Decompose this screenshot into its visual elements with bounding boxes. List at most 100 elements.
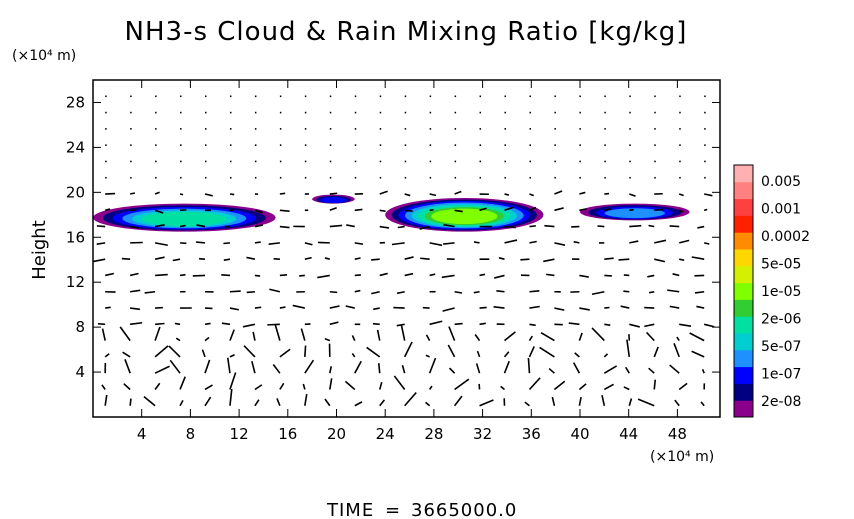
wind-vector (528, 335, 533, 342)
x-axis: 4 8 12 16 20 24 28 32 36 40 44 48 (137, 80, 687, 443)
x-tick-label: 36 (522, 425, 541, 443)
colorbar-label: 2e-06 (761, 312, 801, 328)
wind-vector (154, 224, 165, 228)
wind-vector (372, 322, 380, 326)
wind-vector (703, 323, 715, 328)
wind-vector (204, 396, 212, 407)
wind-vector (329, 378, 333, 390)
wind-vector (678, 193, 684, 197)
wind-vector (144, 290, 156, 294)
wind-vector (628, 398, 633, 406)
x-tick-label: 4 (137, 425, 147, 443)
wind-vector (441, 274, 455, 279)
wind-vector (329, 224, 343, 228)
wind-vector (454, 290, 463, 294)
x-tick-label: 20 (327, 425, 346, 443)
wind-vector (373, 307, 380, 311)
wind-vector (204, 384, 213, 391)
cloud-region-3-layer (604, 208, 665, 219)
colorbar-swatch (734, 383, 753, 401)
wind-vector (154, 382, 161, 390)
wind-vector (429, 320, 443, 326)
wind-vector (304, 345, 307, 357)
wind-vector (324, 257, 330, 260)
wind-vector (154, 256, 165, 260)
wind-vector (254, 384, 263, 391)
wind-vector (400, 324, 406, 341)
wind-vector (604, 257, 614, 260)
colorbar-swatch (734, 165, 753, 183)
wind-vector (172, 258, 181, 262)
wind-vector (130, 289, 141, 293)
wind-vector (454, 190, 462, 195)
wind-vector (179, 224, 186, 228)
wind-vector (623, 290, 630, 293)
y-axis-label: Height (29, 220, 50, 280)
wind-vector (304, 256, 312, 260)
wind-vector (597, 225, 605, 228)
wind-vector (568, 322, 580, 326)
wind-vector (104, 272, 115, 277)
wind-vector (503, 351, 510, 358)
wind-vector (379, 190, 388, 195)
wind-vector (251, 360, 256, 374)
wind-vector (254, 399, 260, 407)
wind-vector (429, 208, 434, 212)
wind-vector (448, 367, 456, 374)
wind-vector (428, 357, 437, 374)
x-tick-label: 16 (278, 425, 297, 443)
wind-vector (548, 367, 555, 374)
y-tick-label: 16 (66, 228, 85, 246)
y-axis: 4 8 12 16 20 24 28 (66, 93, 720, 381)
wind-vector (443, 223, 455, 228)
wind-vector (104, 208, 111, 212)
wind-vector (425, 334, 431, 341)
wind-vector (420, 257, 430, 260)
wind-vector (272, 364, 281, 374)
wind-vector (479, 306, 487, 309)
wind-vector (329, 321, 339, 326)
wind-vector (694, 290, 705, 294)
colorbar-label: 5e-07 (761, 339, 801, 355)
colorbar-swatch (734, 299, 753, 317)
wind-vector (346, 224, 355, 228)
wind-vector (204, 336, 210, 342)
wind-vector (429, 193, 437, 197)
wind-vector (119, 326, 131, 342)
wind-vector (647, 274, 655, 278)
x-tick-label: 48 (668, 425, 687, 443)
wind-vector (279, 274, 288, 277)
wind-vector (329, 305, 340, 309)
wind-vector (304, 359, 315, 374)
wind-vector (503, 360, 510, 374)
wind-vector (678, 209, 684, 213)
wind-vector (378, 381, 383, 390)
cloud-field (93, 194, 690, 232)
time-equals: = (385, 500, 401, 519)
wind-vector (654, 258, 666, 263)
wind-vector (155, 322, 165, 326)
wind-vector (254, 209, 263, 214)
wind-vector (618, 258, 630, 261)
wind-vector (279, 192, 286, 195)
wind-vector (578, 383, 587, 391)
wind-vector (546, 273, 555, 277)
wind-vector (404, 256, 414, 260)
wind-vector (669, 225, 680, 228)
wind-vector (124, 359, 131, 374)
colorbar-swatch (734, 333, 753, 351)
wind-vector (676, 336, 680, 342)
wind-vector (354, 242, 364, 245)
wind-vector (645, 331, 655, 342)
wind-vector (204, 193, 213, 197)
wind-vector (603, 383, 614, 391)
colorbar-swatch (734, 400, 753, 418)
wind-vector (96, 225, 106, 228)
wind-vector (529, 240, 537, 244)
wind-vector (169, 359, 181, 374)
time-value: 3665000.0 (411, 500, 517, 519)
wind-vector (637, 398, 655, 407)
wind-vector (603, 365, 618, 374)
wind-vector (504, 193, 510, 196)
wind-vector (697, 225, 705, 229)
